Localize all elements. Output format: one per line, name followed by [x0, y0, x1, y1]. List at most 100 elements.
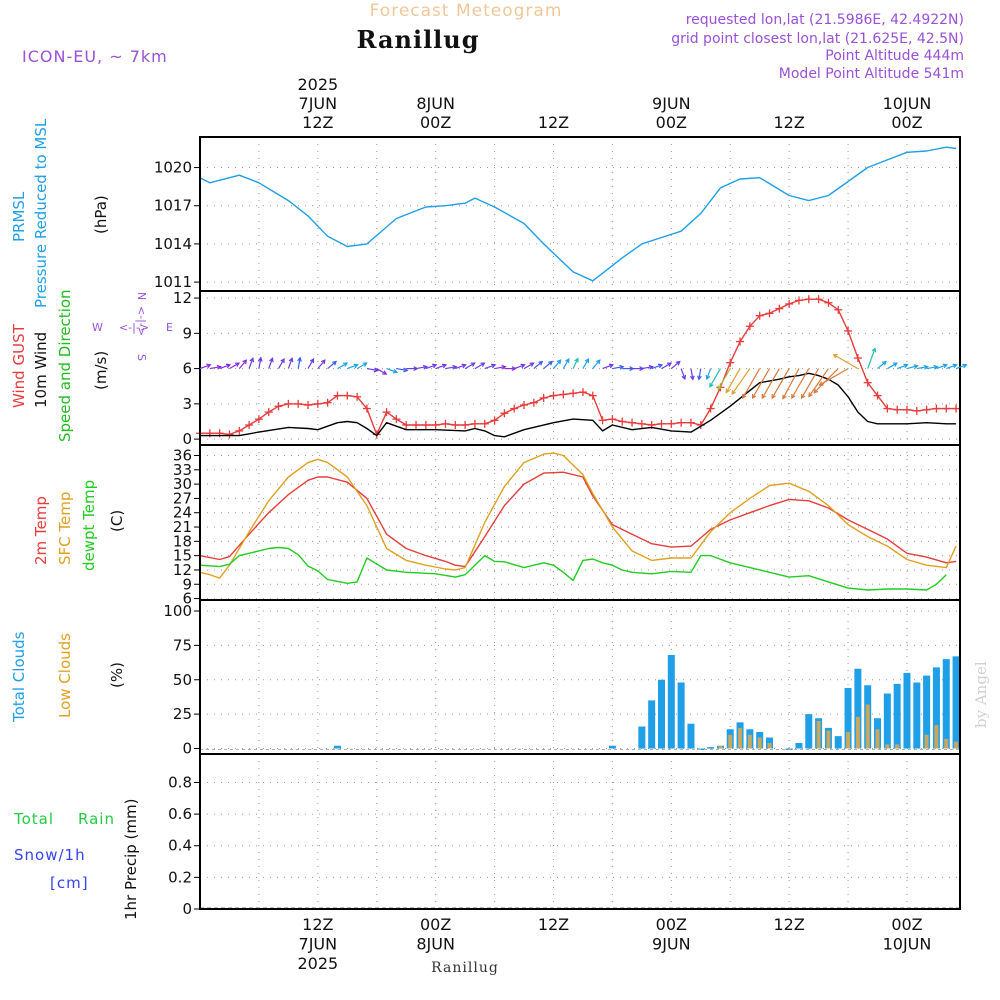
wind-direction-arrow [731, 368, 751, 396]
low-cloud-bar [875, 729, 880, 749]
wind-direction-arrow [248, 357, 255, 369]
wind-direction-arrow [366, 367, 379, 373]
y-tick-label: 0 [182, 740, 192, 758]
wind-unit: (m/s) [92, 351, 110, 390]
gust-marker [500, 409, 509, 418]
wind-direction-arrow [717, 368, 731, 391]
y-tick-label: 0.4 [168, 837, 192, 855]
wind-direction-arrow [445, 364, 458, 370]
gust-marker [490, 416, 499, 425]
total-cloud-bar [648, 700, 656, 749]
low-cloud-bar [944, 738, 949, 749]
y-tick-label: 0 [182, 430, 192, 448]
time-tick-label: 00Z [656, 113, 687, 132]
y-tick-label: 0.2 [168, 868, 192, 886]
gust-marker [520, 401, 529, 410]
wind-direction-arrow [742, 368, 761, 400]
gust-marker [451, 421, 460, 430]
gust-marker [726, 358, 735, 367]
gust-marker [834, 305, 843, 314]
y-tick-label: 1014 [154, 235, 192, 253]
total-label: Total [13, 810, 54, 828]
wind-direction-arrow [484, 363, 497, 370]
y-tick-label: 12 [173, 289, 192, 307]
pressure-line [199, 146, 957, 282]
wind-direction-arrow [800, 368, 820, 400]
wind-gust-line [200, 298, 957, 436]
wind-direction-arrow [494, 364, 507, 370]
gust-marker [942, 404, 951, 413]
wind-y-ticks: 0 3 6 9 12 [173, 289, 200, 448]
gust-marker [254, 415, 263, 424]
y-tick-label: 6 [182, 360, 192, 378]
gust-marker [225, 430, 234, 439]
time-tick-label: 00Z [420, 915, 451, 934]
wind-direction-arrow [572, 357, 579, 369]
temp-dewpoint-label: dewpt Temp [80, 480, 98, 571]
gust-marker [480, 419, 489, 428]
wind-direction-arrow [651, 363, 664, 370]
gust-marker [313, 399, 322, 408]
total-cloud-bar [893, 683, 901, 749]
y-tick-label: 21 [173, 518, 192, 536]
gust-marker [755, 311, 764, 320]
gust-marker [274, 402, 283, 411]
low-cloud-bar [846, 732, 851, 749]
time-tick-label: 00Z [891, 113, 922, 132]
time-tick-label: 2025 [297, 75, 338, 94]
total-cloud-bar [638, 726, 646, 749]
model-label: ICON-EU, ~ 7km [22, 47, 168, 66]
gust-marker [863, 378, 872, 387]
gust-marker [549, 391, 558, 400]
total-cloud-bar [844, 688, 852, 749]
gust-marker [677, 418, 686, 427]
total-cloud-bar [795, 743, 803, 749]
wind-direction-arrow [209, 364, 222, 370]
wind-direction-arrow [229, 362, 241, 370]
wind-direction-arrow [725, 368, 741, 394]
low-cloud-bar [865, 704, 870, 749]
total-cloud-bar [854, 668, 862, 749]
gust-marker [294, 399, 303, 408]
wind-direction-arrow [946, 363, 958, 370]
time-tick-label: 2025 [297, 954, 338, 973]
gust-marker [470, 419, 479, 428]
wind-direction-arrow [337, 362, 349, 370]
gust-marker [775, 304, 784, 313]
wind-direction-arrow [376, 368, 388, 375]
gust-marker [235, 426, 244, 435]
wind-direction-arrow [632, 366, 645, 372]
compass-north: N [135, 292, 148, 300]
low-cloud-bar [954, 741, 959, 749]
model-point-altitude: Model Point Altitude 541m [779, 66, 964, 82]
gust-marker [264, 408, 273, 417]
gust-marker [794, 296, 803, 305]
gust-marker [333, 391, 342, 400]
gust-marker [785, 299, 794, 308]
wind-direction-arrow [474, 362, 486, 370]
low-cloud-bar [816, 721, 821, 749]
gust-marker [382, 408, 391, 417]
gust-marker [323, 398, 332, 407]
wind-direction-arrow [592, 359, 601, 369]
cloud-labels: Total Clouds Low Clouds (%) [10, 631, 126, 723]
y-tick-label: 18 [173, 532, 192, 550]
compass-arrows: <-|-> [119, 321, 149, 334]
gust-marker [402, 421, 411, 430]
y-tick-label: 33 [173, 461, 192, 479]
wind-direction-arrow [396, 367, 409, 373]
gust-marker [245, 421, 254, 430]
clouds-y-ticks: 0 25 50 75 100 [163, 602, 200, 758]
wind-direction-arrow [697, 368, 702, 381]
wind-direction-arrow [867, 347, 877, 369]
gust-marker [343, 391, 352, 400]
precip-labels: Total Rain Snow/1h [cm] 1hr Precip (mm) [13, 799, 140, 920]
wind-direction-arrow [661, 362, 673, 370]
dewpt-temp-line [199, 546, 947, 591]
